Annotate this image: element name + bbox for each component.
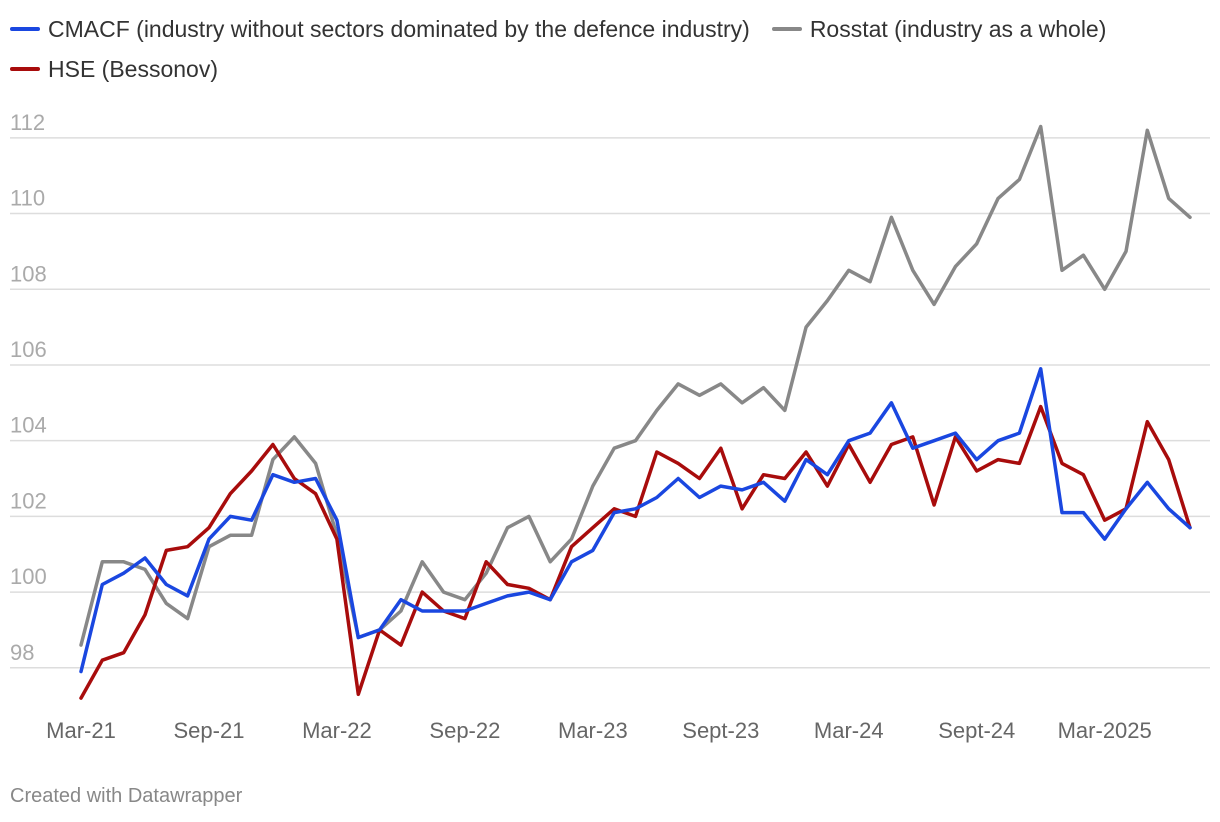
- x-tick-label: Sep-21: [173, 718, 244, 743]
- y-tick-label: 108: [10, 261, 47, 286]
- legend-item-cmacf: CMACF (industry without sectors dominate…: [10, 16, 750, 43]
- chart-gridlines: [10, 137, 1210, 669]
- chart-series: [79, 124, 1192, 700]
- series-line-hse: [79, 404, 1192, 700]
- series-line-rosstat: [79, 124, 1192, 647]
- legend-item-hse: HSE (Bessonov): [10, 56, 218, 83]
- x-tick-label: Mar-24: [814, 718, 884, 743]
- chart-legend: CMACF (industry without sectors dominate…: [10, 14, 1210, 94]
- legend-label-cmacf: CMACF (industry without sectors dominate…: [48, 15, 750, 42]
- legend-label-hse: HSE (Bessonov): [48, 55, 219, 82]
- y-tick-label: 104: [10, 413, 47, 438]
- legend-swatch-cmacf: [10, 27, 40, 31]
- legend-swatch-hse: [10, 67, 40, 71]
- y-tick-label: 102: [10, 488, 47, 513]
- y-axis: 98 100 102 104 106 108 110 112: [10, 110, 47, 665]
- x-tick-label: Sept-23: [682, 718, 759, 743]
- legend-item-rosstat: Rosstat (industry as a whole): [771, 15, 1107, 43]
- x-tick-label: Sept-24: [938, 718, 1015, 743]
- y-tick-label: 106: [10, 337, 47, 362]
- x-tick-label: Mar-21: [46, 718, 116, 743]
- y-tick-label: 98: [10, 640, 34, 665]
- credit-footer: Created with Datawrapper: [10, 785, 243, 807]
- x-tick-label: Mar-22: [302, 718, 372, 743]
- y-tick-label: 110: [10, 186, 45, 211]
- y-tick-label: 100: [10, 564, 47, 589]
- series-line-cmacf: [79, 367, 1192, 674]
- legend-swatch-rosstat: [771, 27, 802, 31]
- y-tick-label: 112: [10, 110, 45, 135]
- legend-label-rosstat: Rosstat (industry as a whole): [809, 15, 1107, 42]
- x-tick-label: Mar-23: [558, 718, 628, 743]
- x-tick-label: Sep-22: [429, 718, 500, 743]
- x-axis: Mar-21 Sep-21 Mar-22 Sep-22 Mar-23 Sept-23 Mar…: [46, 718, 1152, 743]
- x-tick-label: Mar-2025: [1058, 718, 1152, 743]
